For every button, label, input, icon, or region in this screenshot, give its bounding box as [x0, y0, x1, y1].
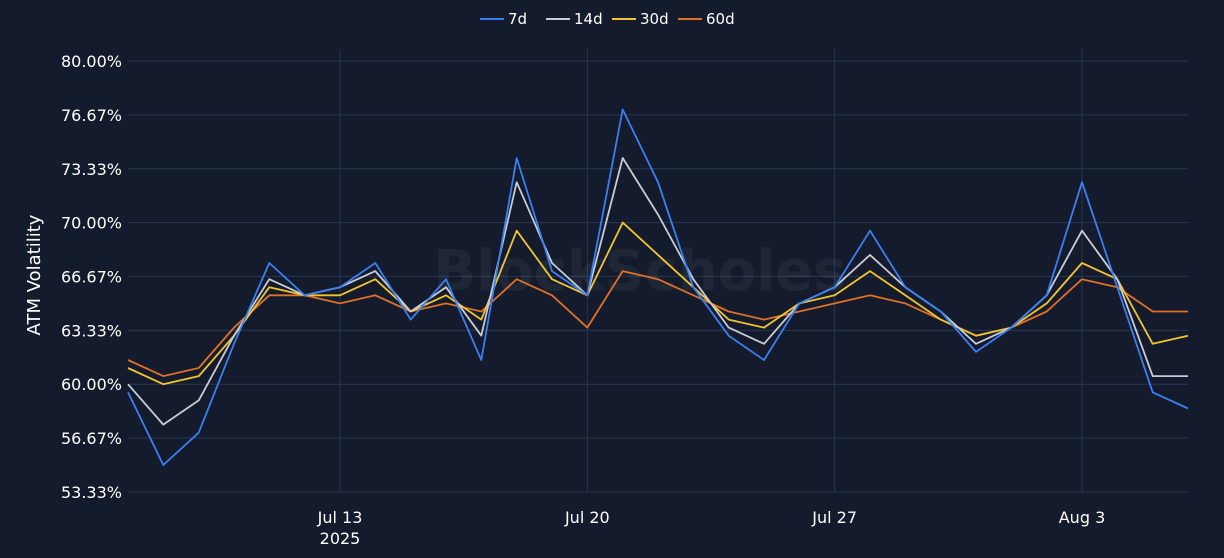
x-tick-sublabel: 2025 — [320, 529, 361, 548]
legend-item-60d[interactable]: 60d — [678, 10, 735, 28]
legend[interactable]: 7d 14d 30d 60d — [480, 10, 735, 28]
legend-label: 7d — [508, 10, 527, 28]
y-axis-ticks: 53.33% 56.67% 60.00% 63.33% 66.67% 70.00% 73.3… — [61, 52, 122, 502]
y-axis-title: ATM Volatility — [24, 214, 45, 335]
grid — [128, 49, 1188, 493]
legend-item-30d[interactable]: 30d — [612, 10, 669, 28]
x-tick-label: Jul 20 — [564, 508, 610, 527]
x-tick-label: Jul 27 — [811, 508, 857, 527]
series-line-7d — [127, 108, 1189, 466]
y-tick-label: 53.33% — [61, 483, 122, 502]
y-tick-label: 80.00% — [61, 52, 122, 71]
x-tick-label: Jul 13 — [317, 508, 363, 527]
series-lines — [127, 108, 1189, 466]
y-tick-label: 76.67% — [61, 106, 122, 125]
y-tick-label: 70.00% — [61, 214, 122, 233]
legend-item-14d[interactable]: 14d — [546, 10, 603, 28]
y-tick-label: 66.67% — [61, 267, 122, 286]
y-tick-label: 56.67% — [61, 429, 122, 448]
x-tick-label: Aug 3 — [1059, 508, 1106, 527]
legend-label: 60d — [706, 10, 735, 28]
legend-label: 14d — [574, 10, 603, 28]
y-tick-label: 60.00% — [61, 375, 122, 394]
legend-label: 30d — [640, 10, 669, 28]
y-tick-label: 73.33% — [61, 160, 122, 179]
y-tick-label: 63.33% — [61, 321, 122, 340]
x-axis-ticks: Jul 13 2025 Jul 20 Jul 27 Aug 3 — [317, 508, 1106, 548]
legend-item-7d[interactable]: 7d — [480, 10, 527, 28]
